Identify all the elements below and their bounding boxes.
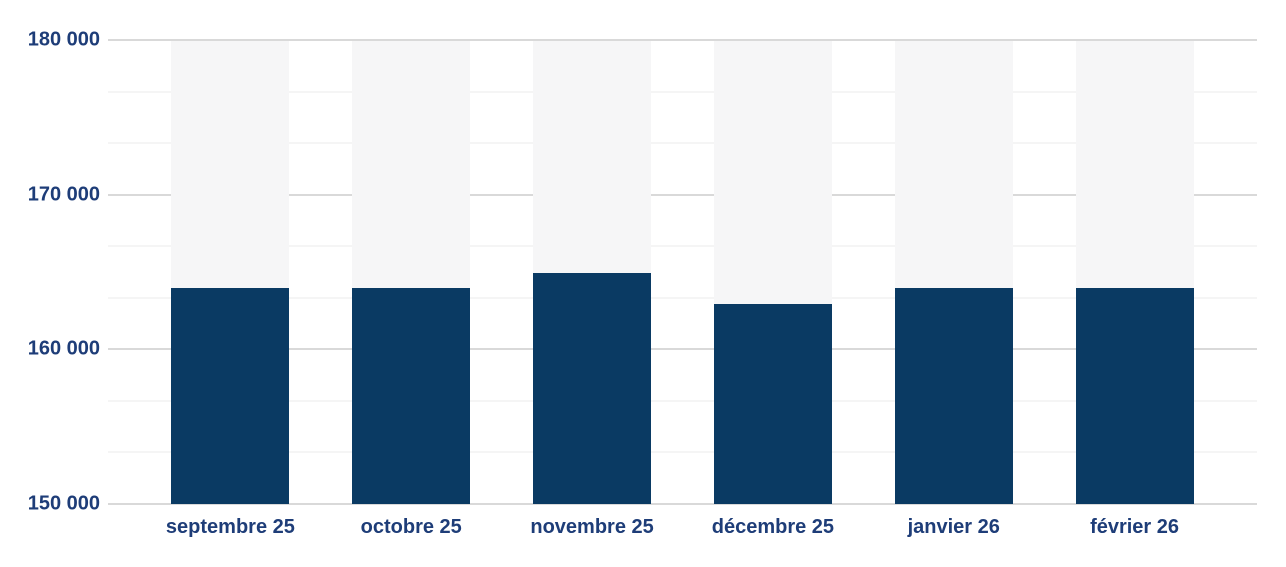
x-tick-label: janvier 26	[907, 515, 1000, 538]
bars-group	[108, 40, 1257, 504]
bar-column	[321, 40, 502, 504]
minor-gridline	[108, 91, 1257, 93]
bar-remainder	[894, 41, 1013, 289]
y-tick-label: 160 000	[27, 337, 100, 360]
bar-remainder	[1075, 41, 1194, 289]
y-tick-label: 170 000	[27, 183, 100, 206]
minor-gridline	[108, 400, 1257, 402]
plot-area	[108, 39, 1257, 505]
major-gridline	[108, 39, 1257, 41]
bar[interactable]	[894, 288, 1013, 504]
bar[interactable]	[1075, 288, 1194, 504]
minor-gridline	[108, 451, 1257, 453]
bar-column	[1044, 40, 1225, 504]
bar-column	[502, 40, 683, 504]
x-tick-label: février 26	[1090, 515, 1180, 538]
x-tick-label: novembre 25	[530, 515, 654, 538]
y-tick-label: 180 000	[27, 28, 100, 51]
y-axis: 180 000 170 000 160 000 150 000	[0, 29, 100, 515]
minor-gridline	[108, 245, 1257, 247]
bar-column	[140, 40, 321, 504]
bar-remainder	[713, 41, 832, 304]
major-gridline	[108, 348, 1257, 351]
x-tick-label: décembre 25	[711, 515, 835, 538]
bar[interactable]	[171, 288, 290, 504]
bar[interactable]	[533, 273, 652, 504]
major-gridline	[108, 503, 1257, 505]
minor-gridline	[108, 297, 1257, 299]
bar-column	[863, 40, 1044, 504]
x-tick-label: octobre 25	[360, 515, 462, 538]
bar[interactable]	[352, 288, 471, 504]
minor-gridline	[108, 142, 1257, 144]
x-tick-label: septembre 25	[165, 515, 295, 538]
bar-remainder	[533, 41, 652, 273]
bar-column	[682, 40, 863, 504]
x-axis: septembre 25 octobre 25 novembre 25 décembr…	[108, 506, 1257, 548]
y-tick-label: 150 000	[27, 492, 100, 515]
bar-remainder	[352, 41, 471, 289]
bar-remainder	[171, 41, 290, 289]
bar[interactable]	[713, 303, 832, 504]
major-gridline	[108, 193, 1257, 196]
